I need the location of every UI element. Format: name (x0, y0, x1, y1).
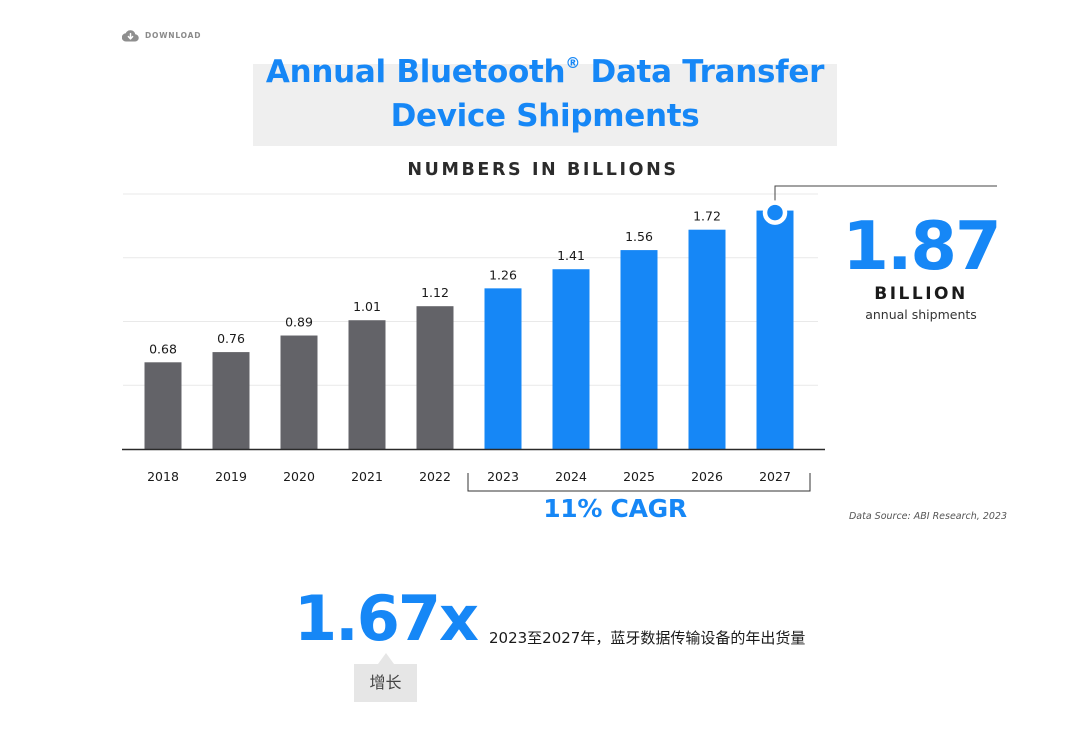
x-tick-label: 2023 (487, 469, 519, 484)
chart-title-line2: Device Shipments (390, 98, 700, 134)
chart-title-line1-rest: Data Transfer (580, 54, 825, 90)
data-label: 0.89 (285, 315, 313, 330)
x-tick-label: 2027 (759, 469, 791, 484)
highlight-caption: annual shipments (865, 307, 977, 322)
bar (484, 288, 522, 449)
data-label: 1.01 (353, 299, 381, 314)
growth-tag-pointer (378, 653, 394, 664)
growth-value: 1.67x (294, 582, 479, 655)
cloud-download-icon (122, 30, 139, 42)
registered-mark: ® (565, 54, 581, 72)
x-tick-label: 2021 (351, 469, 383, 484)
highlight-unit: BILLION (874, 284, 968, 304)
x-tick-label: 2018 (147, 469, 179, 484)
bar (756, 210, 794, 449)
x-tick-label: 2020 (283, 469, 315, 484)
download-link[interactable]: DOWNLOAD (122, 29, 201, 42)
bar (212, 352, 250, 449)
chart-subtitle: NUMBERS IN BILLIONS (407, 160, 679, 180)
bar (144, 362, 182, 449)
growth-tag: 增长 (354, 664, 417, 702)
bar (348, 320, 386, 449)
cagr-label: 11% CAGR (543, 494, 687, 523)
data-label: 1.41 (557, 248, 585, 263)
data-label: 0.68 (149, 341, 177, 356)
data-label: 1.56 (625, 229, 653, 244)
growth-description: 2023至2027年，蓝牙数据传输设备的年出货量 (489, 629, 806, 647)
bar (280, 335, 318, 449)
bar (552, 269, 590, 449)
x-tick-label: 2019 (215, 469, 247, 484)
bar (688, 229, 726, 449)
title-background (253, 64, 837, 146)
chart-title: Annual Bluetooth® Data Transfer Device S… (228, 50, 862, 138)
x-tick-label: 2024 (555, 469, 587, 484)
data-label: 1.26 (489, 267, 517, 282)
data-label: 1.72 (693, 209, 721, 224)
x-tick-label: 2022 (419, 469, 451, 484)
download-label: DOWNLOAD (145, 31, 202, 40)
highlight-value: 1.87 (842, 207, 1001, 285)
x-tick-label: 2025 (623, 469, 655, 484)
data-label: 0.76 (217, 331, 245, 346)
x-tick-label: 2026 (691, 469, 723, 484)
data-source: Data Source: ABI Research, 2023 (848, 511, 1007, 522)
data-label: 1.12 (421, 285, 449, 300)
cagr-bracket (467, 473, 811, 492)
bar (620, 250, 658, 449)
chart-title-line1: Annual Bluetooth (265, 54, 566, 90)
bar (416, 306, 454, 449)
highlight-marker (762, 200, 788, 225)
